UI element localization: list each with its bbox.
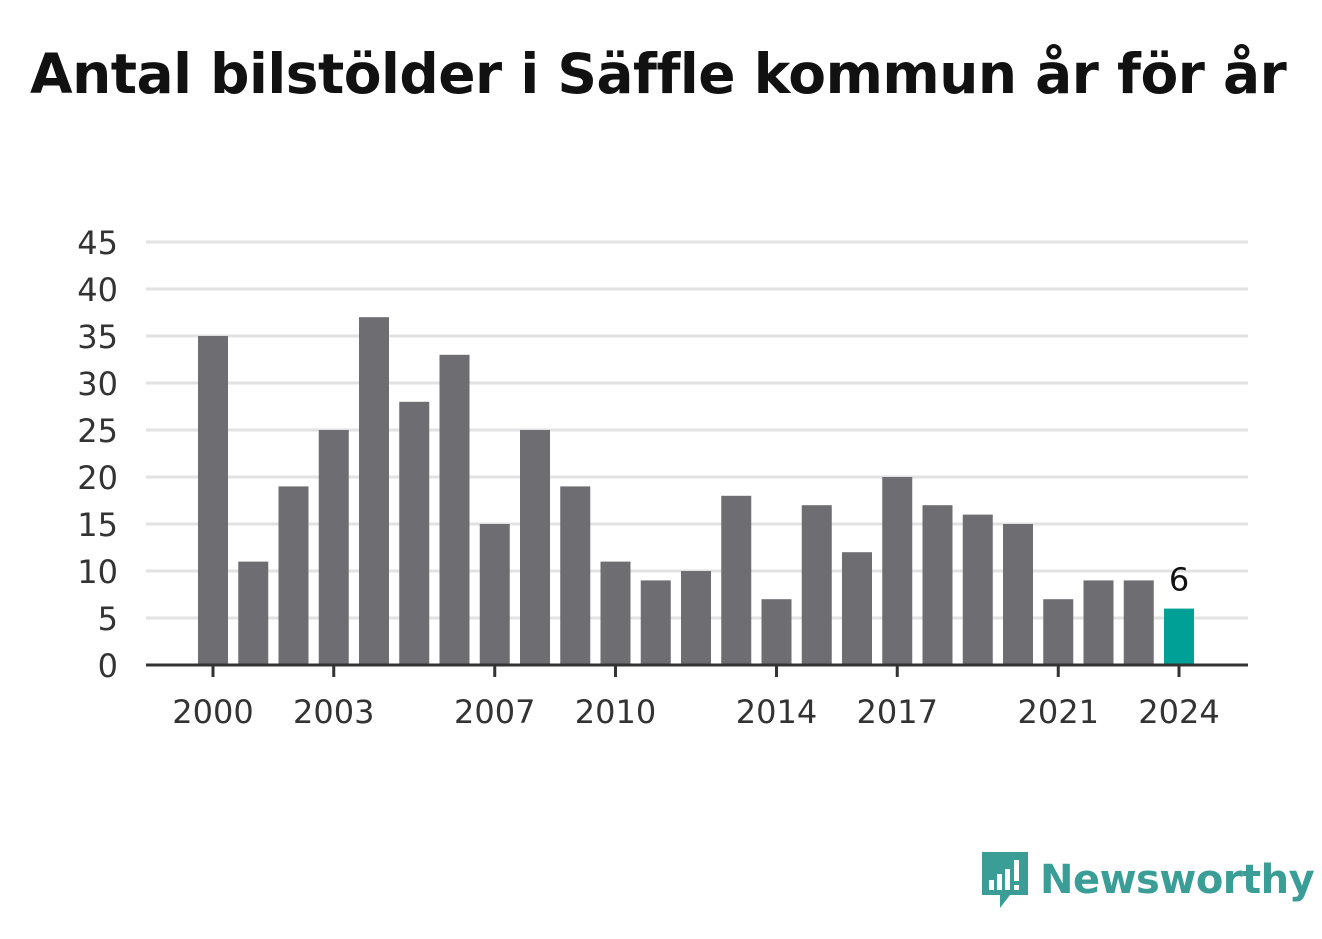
bar-2024 <box>1164 608 1194 665</box>
bar-2008 <box>520 430 550 665</box>
bar-chart-speech-bubble-icon <box>982 852 1028 908</box>
chart-title: Antal bilstölder i Säffle kommun år för … <box>30 42 1287 106</box>
gridlines <box>146 240 1248 620</box>
bar-2001 <box>238 561 269 665</box>
bar-2007 <box>479 524 510 665</box>
brand-name: Newsworthy <box>1040 857 1315 903</box>
bars <box>198 317 1194 665</box>
bar-2023 <box>1123 580 1154 665</box>
bar-2022 <box>1083 580 1114 665</box>
bar-2017 <box>882 477 913 665</box>
bar-2003 <box>318 430 349 665</box>
bar-2018 <box>922 505 953 665</box>
bar-2013 <box>721 495 752 665</box>
y-tick-label: 25 <box>77 412 118 450</box>
y-tick-label: 20 <box>77 459 118 497</box>
bar-2014 <box>761 599 792 665</box>
y-tick-label: 45 <box>77 224 118 262</box>
x-tick-label: 2010 <box>575 693 656 731</box>
bar-2020 <box>1003 524 1033 665</box>
y-tick-label: 40 <box>77 271 118 309</box>
bar-2002 <box>278 486 309 665</box>
bar-2006 <box>439 354 470 665</box>
y-tick-label: 5 <box>98 600 118 638</box>
bar-2015 <box>801 505 832 665</box>
bar-2010 <box>600 561 631 665</box>
bar-2021 <box>1043 599 1074 665</box>
x-tick-label: 2003 <box>293 693 374 731</box>
y-tick-label: 15 <box>77 506 118 544</box>
bar-2012 <box>681 571 711 665</box>
y-tick-label: 35 <box>77 318 118 356</box>
y-tick-label: 30 <box>77 365 118 403</box>
x-tick-label: 2000 <box>172 693 253 731</box>
bar-2011 <box>640 580 671 665</box>
bar-2004 <box>359 317 389 665</box>
bar-2000 <box>198 336 228 665</box>
bar-2009 <box>560 486 591 665</box>
y-tick-label: 10 <box>77 553 118 591</box>
x-axis-ticks: 2000 2003 2007 2010 2014 2017 2021 2024 <box>172 665 1220 731</box>
x-tick-label: 2007 <box>454 693 535 731</box>
x-tick-label: 2024 <box>1138 693 1219 731</box>
bar-2019 <box>962 514 993 665</box>
bar-2005 <box>399 401 430 665</box>
newsworthy-logo: Newsworthy <box>980 848 1315 912</box>
x-tick-label: 2014 <box>736 693 817 731</box>
x-tick-label: 2017 <box>857 693 938 731</box>
bar-2016 <box>842 552 872 665</box>
x-tick-label: 2021 <box>1018 693 1099 731</box>
y-axis-ticks: 0 5 10 15 20 25 30 35 40 45 <box>77 224 118 685</box>
y-tick-label: 0 <box>98 647 118 685</box>
highlight-value-label: 6 <box>1169 561 1189 599</box>
